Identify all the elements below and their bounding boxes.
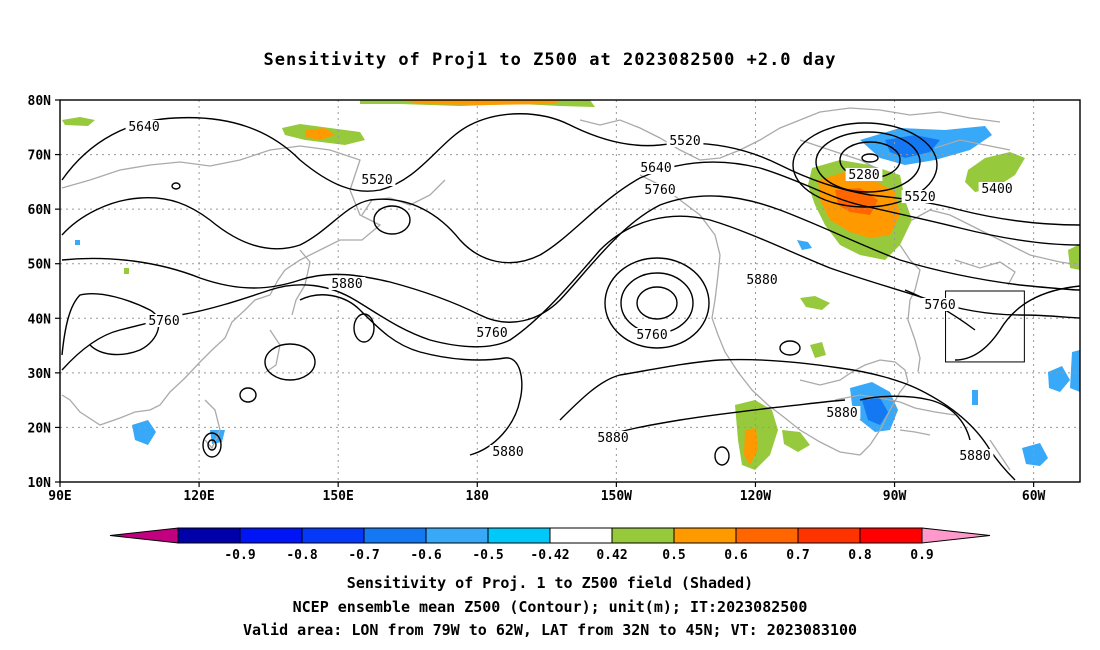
colorbar-label: -0.8: [286, 548, 317, 563]
lat-label: 70N: [28, 149, 52, 164]
lat-label: 60N: [28, 203, 52, 218]
lat-label: 80N: [28, 94, 52, 109]
contour-label-bg: [328, 277, 366, 290]
lon-label: 60W: [1022, 489, 1046, 504]
chart-title: Sensitivity of Proj1 to Z500 at 20230825…: [263, 50, 837, 70]
contour-label: 5880: [331, 277, 362, 292]
contour-label: 5520: [904, 190, 935, 205]
footer-line-1: Sensitivity of Proj. 1 to Z500 field (Sh…: [346, 574, 754, 592]
lat-label: 10N: [28, 476, 52, 491]
footer-line-3: Valid area: LON from 79W to 62W, LAT fro…: [242, 621, 858, 639]
sensitivity-shading: [62, 100, 1080, 470]
valid-area-box: [945, 290, 1025, 363]
colorbar: -0.9 -0.8 -0.7 -0.6 -0.5 -0.42 0.42 0.5 0.6 0.7 0.…: [109, 527, 991, 563]
colorbar-swatch: [735, 527, 799, 544]
contour-label: 5880: [492, 445, 523, 460]
colorbar-swatch: [673, 527, 737, 544]
colorbar-label: 0.5: [662, 548, 685, 563]
contour-label: 5760: [924, 298, 955, 313]
lon-label: 90W: [883, 489, 907, 504]
lon-label: 120W: [740, 489, 771, 504]
contour-label-bg: [637, 161, 675, 174]
contour-label: 5400: [981, 182, 1012, 197]
map-frame: [59, 99, 1081, 483]
contour-label-bg: [594, 431, 632, 444]
contour-label: 5760: [636, 328, 667, 343]
colorbar-label: 0.8: [848, 548, 872, 563]
colorbar-label: 0.6: [724, 548, 748, 563]
coastlines: [61, 107, 1081, 471]
contour-label: 5760: [476, 326, 507, 341]
contour-label-bg: [125, 120, 163, 133]
lon-label: 150W: [601, 489, 632, 504]
contour-label: 5640: [128, 120, 159, 135]
contour-label-bg: [901, 190, 939, 203]
colorbar-swatch: [611, 527, 675, 544]
contour-label: 5880: [959, 449, 990, 464]
colorbar-swatch: [549, 527, 613, 544]
contour-label-bg: [666, 134, 704, 147]
contour-label: 5520: [361, 173, 392, 188]
contour-label-bg: [845, 168, 883, 181]
contour-label: 5880: [826, 406, 857, 421]
colorbar-label: -0.9: [224, 548, 255, 563]
contour-label-bg: [145, 314, 183, 327]
contour-label: 5880: [597, 431, 628, 446]
colorbar-label: 0.42: [596, 548, 627, 563]
colorbar-min-arrow: [109, 527, 179, 544]
colorbar-swatch: [425, 527, 489, 544]
graticule: [60, 100, 1080, 482]
contour-label-bg: [823, 406, 861, 419]
map-area: 5640 5520 5520 5640 5760 5280 5520 5400 5880 5880…: [59, 99, 1081, 483]
lon-label: 90E: [48, 489, 71, 504]
colorbar-label: 0.9: [910, 548, 933, 563]
lon-label: 150E: [323, 489, 354, 504]
lat-label: 30N: [28, 367, 52, 382]
contour-label: 5760: [644, 183, 675, 198]
contour-labels: 5640 5520 5520 5640 5760 5280 5520 5400 5880 5880…: [125, 120, 1016, 464]
contour-label-bg: [956, 449, 994, 462]
contour-label-bg: [358, 173, 396, 186]
contour-label: 5880: [746, 273, 777, 288]
colorbar-label: -0.42: [530, 548, 569, 563]
colorbar-label: -0.5: [472, 548, 503, 563]
contour-label: 5520: [669, 134, 700, 149]
contour-label-bg: [633, 328, 671, 341]
lat-label: 40N: [28, 312, 52, 327]
contour-label-bg: [921, 298, 959, 311]
lat-label: 20N: [28, 421, 52, 436]
colorbar-swatch: [363, 527, 427, 544]
contour-label: 5280: [848, 168, 879, 183]
lat-label: 50N: [28, 258, 52, 273]
z500-contours: [61, 113, 1081, 481]
contour-label-bg: [978, 182, 1016, 195]
contour-label: 5640: [640, 161, 671, 176]
colorbar-label: 0.7: [786, 548, 809, 563]
colorbar-label: -0.6: [410, 548, 441, 563]
footer-line-2: NCEP ensemble mean Z500 (Contour); unit(…: [292, 598, 808, 616]
contour-label-bg: [743, 273, 781, 286]
colorbar-swatch: [239, 527, 303, 544]
colorbar-swatch: [177, 527, 241, 544]
contour-label-bg: [641, 183, 679, 196]
contour-label: 5760: [148, 314, 179, 329]
lon-label: 120E: [183, 489, 214, 504]
colorbar-swatch: [301, 527, 365, 544]
colorbar-swatch: [797, 527, 861, 544]
lon-label: 180: [466, 489, 490, 504]
colorbar-swatch: [859, 527, 923, 544]
colorbar-max-arrow: [921, 527, 991, 544]
contour-label-bg: [489, 445, 527, 458]
colorbar-swatch: [487, 527, 551, 544]
contour-label-bg: [473, 326, 511, 339]
colorbar-label: -0.7: [348, 548, 379, 563]
